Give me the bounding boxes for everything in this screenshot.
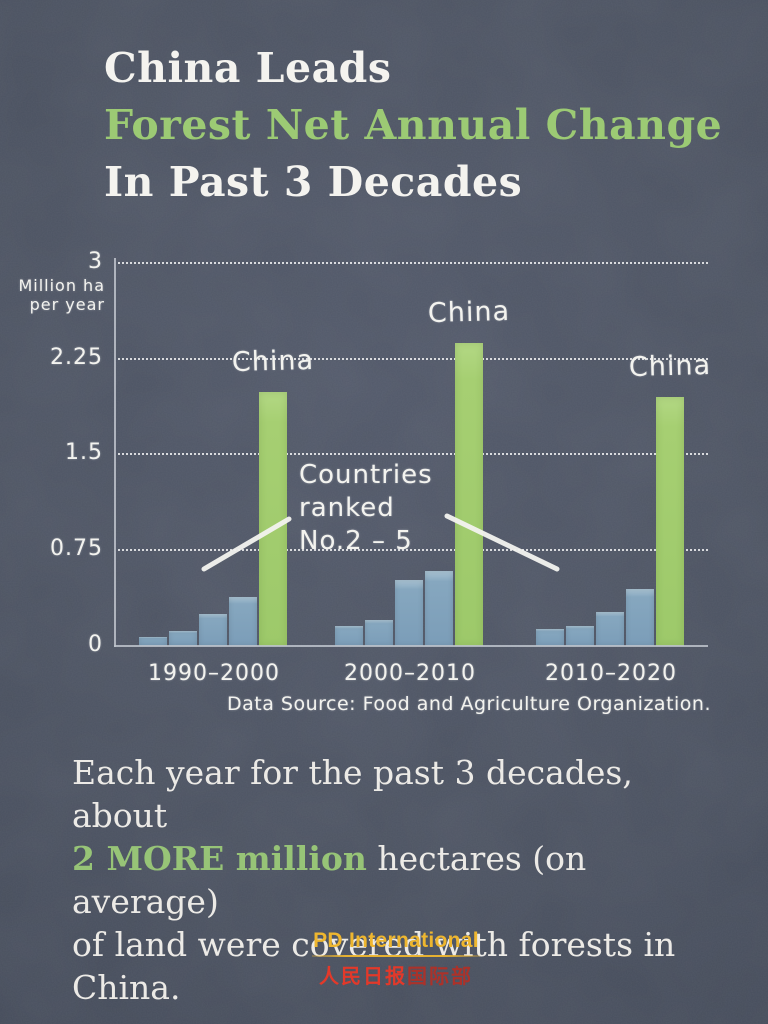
logo-chinese-part1: 人民日报: [319, 964, 407, 988]
y-tick-label-2.25: 2.25: [50, 344, 103, 370]
caption-highlight: 2 MORE million: [72, 839, 367, 878]
logo-chinese-part2: 国际部: [407, 964, 473, 988]
y-axis-unit-label: Million ha per year: [8, 276, 105, 314]
y-tick-label-0.75: 0.75: [50, 536, 103, 562]
gridline-3: [118, 261, 708, 264]
data-source-note: Data Source: Food and Agriculture Organi…: [226, 693, 712, 715]
page-title: China Leads Forest Net Annual Change In …: [104, 40, 722, 211]
caption-line2: 2 MORE million hectares (on average): [72, 837, 732, 923]
x-category-label-2010–2020: 2010–2020: [545, 661, 677, 686]
x-category-label-2000–2010: 2000–2010: [344, 661, 476, 686]
bar-rank2-2000–2010: [425, 571, 453, 646]
logo-chinese-text: 人民日报国际部: [296, 960, 496, 989]
y-tick-label-1.5: 1.5: [65, 440, 103, 466]
bar-rank5-2000–2010: [335, 626, 363, 646]
annotation-countries-ranked: Countries ranked No.2 – 5: [299, 459, 433, 558]
y-axis-unit-line1: Million ha: [18, 276, 105, 295]
chart-x-axis: [114, 645, 708, 647]
bar-rank4-2000–2010: [365, 620, 393, 646]
caption-line1: Each year for the past 3 decades, about: [72, 753, 633, 835]
annotation-line3: No.2 – 5: [299, 526, 413, 556]
china-bar-label-1990–2000: China: [231, 344, 315, 379]
logo-english-text: PD International: [313, 929, 479, 952]
bar-rank3-2010–2020: [596, 612, 624, 646]
y-tick-label-0: 0: [88, 632, 103, 657]
bar-rank4-2010–2020: [566, 626, 594, 646]
gridline-1.5: [118, 453, 708, 456]
title-line-1: China Leads: [104, 44, 392, 92]
bar-rank3-2000–2010: [395, 580, 423, 646]
caption-line4: China.: [72, 968, 181, 1007]
bar-rank5-2010–2020: [536, 629, 564, 646]
chart-y-axis: [114, 258, 116, 647]
china-bar-label-2000–2010: China: [427, 295, 511, 330]
bar-china-2000–2010: [455, 343, 483, 646]
bar-rank2-2010–2020: [626, 589, 654, 646]
annotation-line2: ranked: [299, 493, 395, 523]
logo-divider-line: [312, 955, 480, 957]
china-bar-label-2010–2020: China: [628, 349, 712, 384]
bar-china-1990–2000: [259, 392, 287, 646]
y-tick-label-3: 3: [88, 248, 103, 274]
annotation-line1: Countries: [299, 460, 433, 490]
caption-line2-rest: hectares (on average): [72, 839, 587, 921]
title-line-2: Forest Net Annual Change: [104, 101, 723, 149]
bar-rank2-1990–2000: [229, 597, 257, 646]
caption-paragraph: Each year for the past 3 decades, about …: [72, 751, 732, 1009]
bar-china-2010–2020: [656, 397, 684, 646]
bar-rank4-1990–2000: [169, 631, 197, 646]
title-line-3: In Past 3 Decades: [104, 158, 523, 206]
x-category-label-1990–2000: 1990–2000: [148, 661, 280, 686]
bar-rank3-1990–2000: [199, 614, 227, 646]
caption-line3: of land were covered with forests in: [72, 925, 676, 964]
y-axis-unit-line2: per year: [29, 295, 105, 314]
pd-international-logo: PD International 人民日报国际部: [296, 929, 496, 989]
